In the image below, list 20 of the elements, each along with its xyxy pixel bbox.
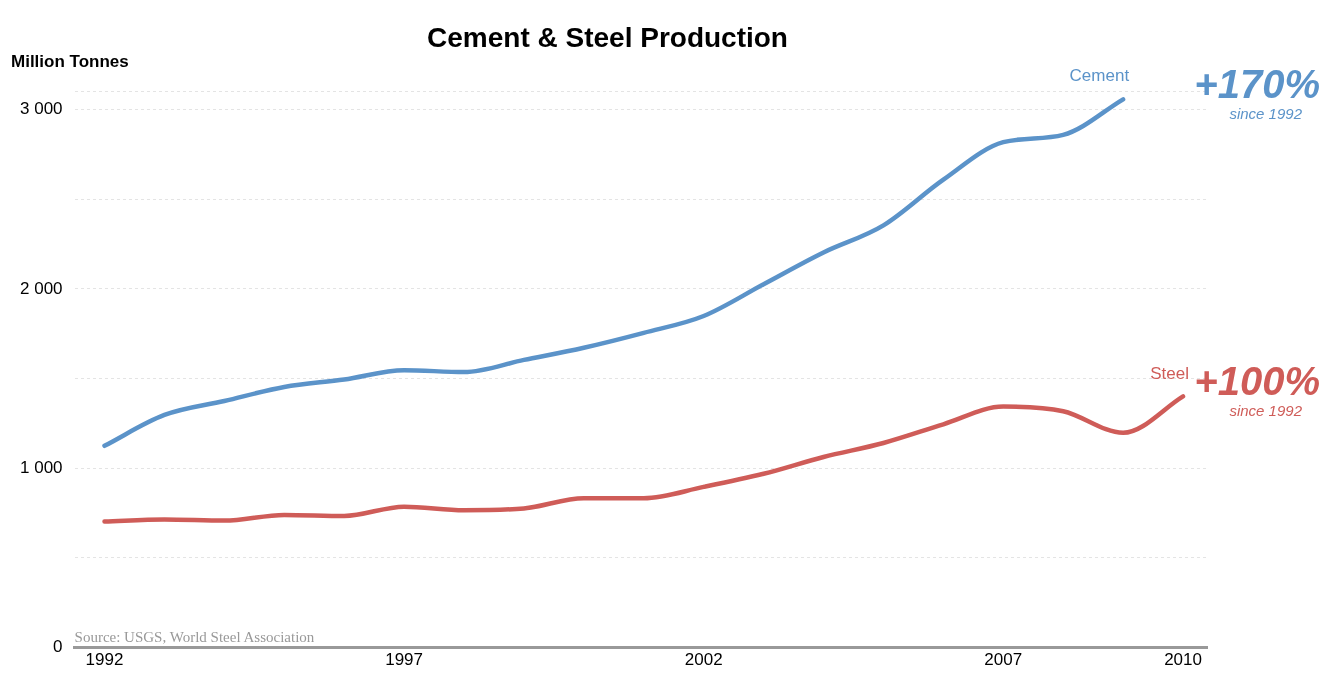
x-tick-label: 1992 (85, 650, 124, 670)
y-tick-label: 0 (53, 637, 63, 657)
chart-title: Cement & Steel Production (427, 21, 788, 53)
line-series (102, 97, 1126, 449)
series-label: Cement (1069, 66, 1130, 86)
text: since 1992 (1229, 402, 1303, 420)
y-axis-title: Million Tonnes (11, 52, 129, 72)
y-tick-label: 2 000 (19, 278, 63, 298)
annotation: Source: USGS, World Steel Association (74, 629, 315, 646)
x-tick-label: 2002 (684, 650, 723, 670)
x-tick-label: 2007 (984, 650, 1023, 670)
x-tick-label: 1997 (385, 650, 424, 670)
x-tick-label: 2010 (1164, 650, 1202, 670)
text: since 1992 (1229, 105, 1303, 123)
y-tick-label: 1 000 (19, 457, 63, 477)
annotation: +170% (1194, 62, 1320, 107)
line-series (102, 394, 1186, 524)
annotation: +100% (1194, 359, 1320, 404)
series-label: Steel (1150, 363, 1190, 383)
y-tick-label: 3 000 (19, 99, 63, 119)
